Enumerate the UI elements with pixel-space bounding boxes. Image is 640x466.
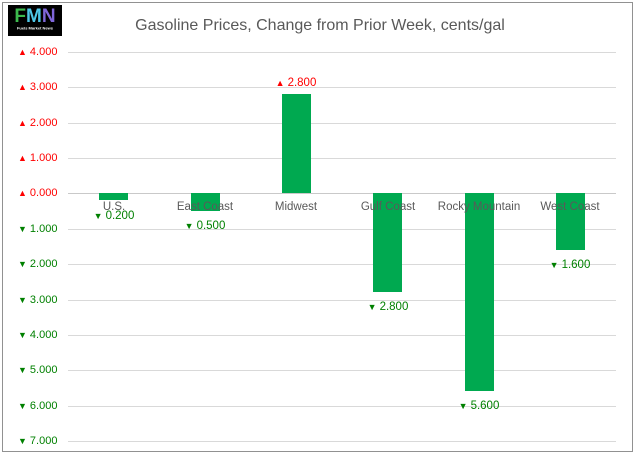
label-value: 4.000 [29, 46, 58, 58]
down-triangle-icon: ▼ [93, 211, 103, 221]
label-value: 0.200 [105, 210, 135, 222]
chart-title: Gasoline Prices, Change from Prior Week,… [135, 17, 505, 34]
y-axis-tick-label: ▼ 3.000 [18, 293, 57, 307]
data-label-gulf-coast: ▼ 2.800 [333, 301, 443, 314]
down-triangle-icon: ▼ [18, 259, 27, 269]
category-label-rocky-mountain: Rocky Mountain [437, 201, 521, 213]
down-triangle-icon: ▼ [184, 221, 194, 231]
y-axis-tick-label: ▼ 7.000 [18, 434, 57, 448]
bar-midwest [282, 94, 311, 193]
bar-east-coast [191, 193, 220, 211]
gridline [68, 335, 616, 336]
up-triangle-icon: ▲ [275, 78, 285, 88]
y-axis-tick-label: ▼ 6.000 [18, 399, 57, 413]
y-axis-tick-label: ▼ 2.000 [18, 257, 57, 271]
gridline [68, 300, 616, 301]
category-label-east-coast: East Coast [176, 201, 234, 213]
down-triangle-icon: ▼ [549, 260, 559, 270]
fmn-logo-subtext: Fuels Market News [16, 26, 54, 31]
category-label-u-s: U.S. [102, 201, 126, 213]
down-triangle-icon: ▼ [458, 401, 468, 411]
label-value: 5.000 [29, 364, 58, 376]
bar-west-coast [556, 193, 585, 250]
gridline [68, 264, 616, 265]
label-value: 2.000 [29, 117, 58, 129]
down-triangle-icon: ▼ [18, 224, 27, 234]
y-axis-tick-label: ▲ 1.000 [18, 151, 57, 165]
label-value: 5.600 [470, 400, 500, 412]
bar-gulf-coast [373, 193, 402, 292]
down-triangle-icon: ▼ [18, 330, 27, 340]
data-label-west-coast: ▼ 1.600 [515, 259, 625, 272]
label-value: 1.000 [29, 152, 58, 164]
label-value: 2.800 [287, 77, 317, 89]
gridline [68, 406, 616, 407]
label-value: 2.800 [379, 301, 409, 313]
fmn-logo-letter: N [41, 6, 56, 27]
chart-border-frame [2, 2, 633, 452]
data-label-rocky-mountain: ▼ 5.600 [424, 400, 534, 413]
category-label-west-coast: West Coast [540, 201, 600, 213]
y-axis-tick-label: ▲ 4.000 [18, 45, 57, 59]
category-label-midwest: Midwest [274, 201, 318, 213]
gridline [68, 52, 616, 53]
label-value: 7.000 [29, 435, 58, 447]
data-label-east-coast: ▼ 0.500 [150, 220, 260, 233]
up-triangle-icon: ▲ [18, 153, 27, 163]
up-triangle-icon: ▲ [18, 82, 27, 92]
gridline [68, 370, 616, 371]
up-triangle-icon: ▲ [18, 47, 27, 57]
bar-rocky-mountain [465, 193, 494, 391]
zero-axis-line [68, 193, 616, 194]
down-triangle-icon: ▼ [367, 302, 377, 312]
gridline [68, 123, 616, 124]
gridline [68, 87, 616, 88]
y-axis-tick-label: ▲ 3.000 [18, 80, 57, 94]
fmn-logo-letter: M [26, 6, 42, 27]
label-value: 1.000 [29, 223, 58, 235]
label-value: 2.000 [29, 258, 58, 270]
up-triangle-icon: ▲ [18, 118, 27, 128]
gridline [68, 441, 616, 442]
y-axis-tick-label: ▼ 5.000 [18, 363, 57, 377]
gridline [68, 158, 616, 159]
label-value: 1.600 [561, 259, 591, 271]
label-value: 3.000 [29, 294, 58, 306]
label-value: 4.000 [29, 329, 58, 341]
fmn-logo-letter: F [14, 6, 27, 27]
up-triangle-icon: ▲ [18, 188, 27, 198]
category-label-gulf-coast: Gulf Coast [360, 201, 416, 213]
gridline [68, 229, 616, 230]
data-label-midwest: ▲ 2.800 [241, 77, 351, 90]
data-label-u-s: ▼ 0.200 [59, 210, 169, 223]
label-value: 3.000 [29, 81, 58, 93]
label-value: 0.000 [29, 187, 58, 199]
y-axis-tick-label: ▲ 2.000 [18, 116, 57, 130]
y-axis-tick-label: ▼ 4.000 [18, 328, 57, 342]
y-axis-tick-label: ▼ 1.000 [18, 222, 57, 236]
y-axis-tick-label: ▲ 0.000 [18, 186, 57, 200]
down-triangle-icon: ▼ [18, 365, 27, 375]
label-value: 6.000 [29, 400, 58, 412]
label-value: 0.500 [196, 220, 226, 232]
down-triangle-icon: ▼ [18, 401, 27, 411]
down-triangle-icon: ▼ [18, 436, 27, 446]
bar-u-s [99, 193, 128, 200]
down-triangle-icon: ▼ [18, 295, 27, 305]
